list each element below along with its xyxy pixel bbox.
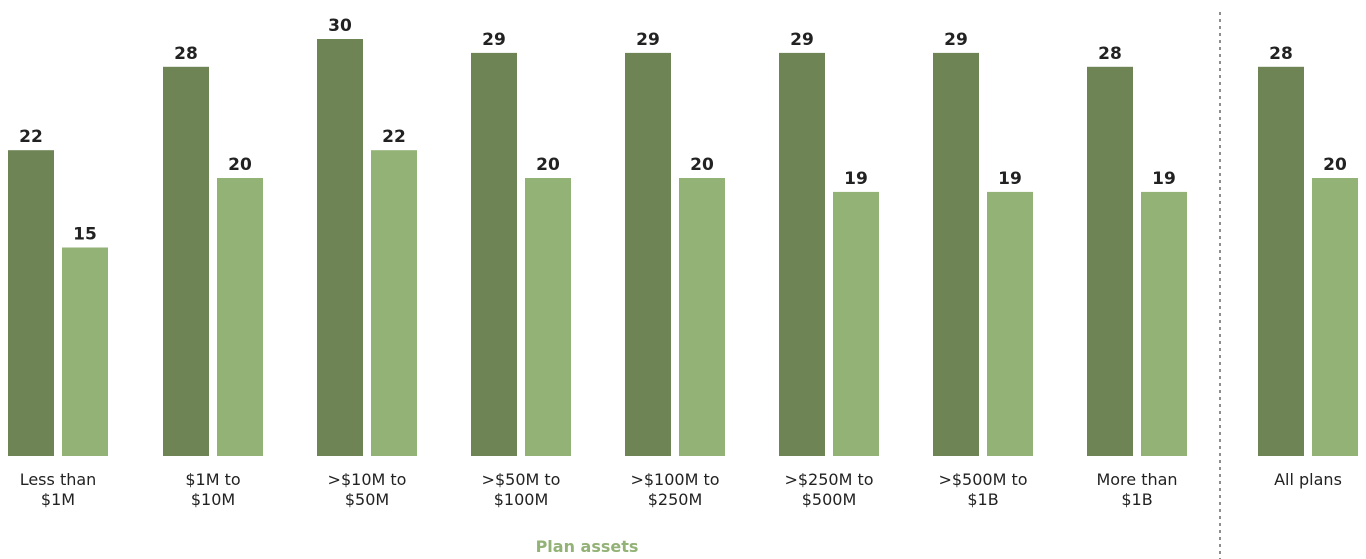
value-label-dark-7: 28	[1098, 44, 1122, 64]
category-label-5: >$250M to $500M	[784, 470, 873, 509]
bar-light-4	[679, 178, 725, 456]
category-label-4: >$100M to $250M	[630, 470, 719, 509]
category-label-3: >$50M to $100M	[482, 470, 561, 509]
value-label-dark-6: 29	[944, 30, 968, 50]
value-label-light-2: 22	[382, 127, 406, 147]
value-label-dark-3: 29	[482, 30, 506, 50]
value-label-dark-2: 30	[328, 16, 352, 36]
category-label-8: All plans	[1274, 470, 1342, 489]
value-label-light-5: 19	[844, 169, 868, 189]
bar-dark-3	[471, 52, 517, 457]
bar-light-3	[525, 178, 571, 456]
value-label-dark-8: 28	[1269, 44, 1293, 64]
bar-dark-7	[1087, 66, 1133, 457]
value-label-light-8: 20	[1323, 155, 1347, 175]
category-label-0: Less than $1M	[20, 470, 97, 509]
bar-light-1	[217, 178, 263, 456]
value-label-dark-4: 29	[636, 30, 660, 50]
category-label-7: More than $1B	[1096, 470, 1177, 509]
bar-light-0	[62, 247, 108, 456]
value-label-light-7: 19	[1152, 169, 1176, 189]
bar-dark-6	[933, 52, 979, 457]
value-label-dark-0: 22	[19, 127, 43, 147]
bar-dark-4	[625, 52, 671, 457]
category-label-2: >$10M to $50M	[328, 470, 407, 509]
bar-light-7	[1141, 191, 1187, 456]
value-label-light-4: 20	[690, 155, 714, 175]
value-label-light-3: 20	[536, 155, 560, 175]
value-label-dark-5: 29	[790, 30, 814, 50]
category-label-1: $1M to $10M	[185, 470, 240, 509]
bar-dark-0	[8, 150, 54, 456]
bar-dark-5	[779, 52, 825, 457]
bar-light-5	[833, 191, 879, 456]
x-axis-title: Plan assets	[536, 537, 639, 556]
bar-dark-8	[1258, 66, 1304, 457]
value-label-light-1: 20	[228, 155, 252, 175]
bar-dark-2	[317, 39, 363, 456]
bar-light-6	[987, 191, 1033, 456]
bar-light-2	[371, 150, 417, 456]
value-label-light-6: 19	[998, 169, 1022, 189]
category-label-6: >$500M to $1B	[938, 470, 1027, 509]
bar-light-8	[1312, 178, 1358, 456]
bar-dark-1	[163, 66, 209, 457]
value-label-dark-1: 28	[174, 44, 198, 64]
value-label-light-0: 15	[73, 225, 97, 245]
